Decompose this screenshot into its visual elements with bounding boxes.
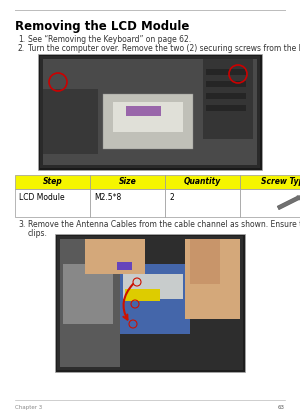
Text: 2.: 2. <box>18 44 25 53</box>
Bar <box>63 264 113 324</box>
Text: 2: 2 <box>169 193 174 202</box>
FancyArrowPatch shape <box>123 284 133 320</box>
Bar <box>165 189 240 217</box>
Text: M2.5*8: M2.5*8 <box>94 193 121 202</box>
Bar <box>190 239 220 284</box>
Bar <box>90 175 165 189</box>
Bar <box>85 239 145 274</box>
Text: 3.: 3. <box>18 220 25 229</box>
Text: Size: Size <box>118 178 136 186</box>
Bar <box>126 106 161 116</box>
Bar <box>240 189 300 217</box>
Text: Turn the computer over. Remove the two (2) securing screws from the bottom of th: Turn the computer over. Remove the two (… <box>28 44 300 53</box>
Text: See “Removing the Keyboard” on page 62.: See “Removing the Keyboard” on page 62. <box>28 35 191 44</box>
Bar <box>123 274 183 299</box>
Bar <box>43 59 257 165</box>
Text: Removing the LCD Module: Removing the LCD Module <box>15 20 189 33</box>
Text: Step: Step <box>43 178 62 186</box>
FancyArrow shape <box>277 196 300 210</box>
Bar <box>43 89 98 154</box>
Bar <box>203 59 253 139</box>
Text: Remove the Antenna Cables from the cable channel as shown. Ensure that the cable: Remove the Antenna Cables from the cable… <box>28 220 300 229</box>
Text: Screw Type: Screw Type <box>261 178 300 186</box>
Bar <box>60 239 120 367</box>
Text: LCD Module: LCD Module <box>19 193 64 202</box>
Bar <box>185 239 240 319</box>
Text: Quantity: Quantity <box>184 178 221 186</box>
Bar <box>113 102 183 132</box>
Bar <box>15 189 90 217</box>
Text: clips.: clips. <box>28 229 48 238</box>
Bar <box>206 93 246 99</box>
Bar <box>165 175 240 189</box>
Bar <box>55 234 245 372</box>
Bar <box>206 105 246 111</box>
Bar <box>125 289 160 301</box>
Bar <box>120 264 190 334</box>
Bar <box>103 94 193 149</box>
Bar <box>206 69 246 75</box>
Bar <box>15 175 90 189</box>
Text: 63: 63 <box>278 405 285 410</box>
Bar <box>38 54 262 170</box>
Text: 1.: 1. <box>18 35 25 44</box>
Bar <box>117 262 132 270</box>
Bar <box>90 189 165 217</box>
Bar <box>40 56 260 168</box>
Bar <box>240 175 300 189</box>
Bar <box>206 81 246 87</box>
Bar <box>57 236 243 370</box>
Text: Chapter 3: Chapter 3 <box>15 405 42 410</box>
